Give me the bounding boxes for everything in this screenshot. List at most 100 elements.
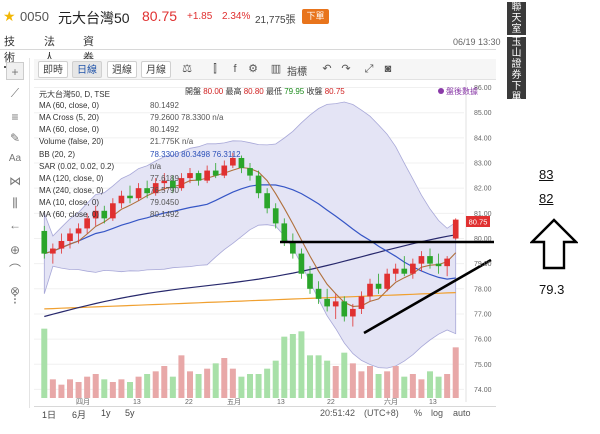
indicator-label: MA Cross (5, 20) bbox=[39, 113, 100, 123]
candle-body bbox=[341, 301, 348, 317]
chat-room-side-button[interactable]: 聯天室 bbox=[507, 2, 526, 35]
time-tick-label: 四月 bbox=[76, 398, 90, 406]
redo-icon[interactable]: ↷ bbox=[341, 63, 351, 75]
brush-icon[interactable]: ✎ bbox=[9, 131, 21, 145]
tab-margin[interactable]: 資券 bbox=[83, 36, 94, 64]
timezone[interactable]: (UTC+8) bbox=[364, 408, 399, 418]
broker-order-side-button[interactable]: 玉山證券下單 bbox=[507, 37, 526, 103]
volume-bar bbox=[444, 374, 451, 398]
indicator-label[interactable]: 指標 bbox=[287, 67, 307, 78]
log-scale-toggle[interactable]: log bbox=[431, 408, 444, 418]
compare-scale-icon[interactable]: ⚖ bbox=[182, 63, 192, 75]
candlesticks bbox=[41, 152, 459, 327]
interval-weekly-button[interactable]: 週線 bbox=[107, 61, 137, 78]
ruler-icon[interactable]: ⫼ bbox=[12, 196, 18, 210]
volume-bar bbox=[195, 374, 202, 398]
chat-room-label: 聯天室 bbox=[511, 2, 522, 35]
more-tools-icon[interactable]: ⁝ bbox=[12, 291, 18, 307]
tab-institutional[interactable]: 法人 bbox=[44, 36, 55, 64]
volume-bar bbox=[178, 355, 185, 398]
volume-bar bbox=[401, 376, 408, 398]
lock-icon[interactable]: ⊗ bbox=[9, 284, 21, 298]
volume-bar bbox=[418, 379, 425, 398]
indicator-row[interactable]: MA (240, close, 0) 76.5790 bbox=[39, 186, 179, 195]
candle-body bbox=[92, 210, 99, 219]
zoom-icon[interactable]: ⊕ bbox=[9, 243, 21, 257]
candle-body bbox=[290, 241, 296, 254]
candle-body bbox=[367, 283, 373, 297]
candle-body bbox=[410, 263, 416, 274]
after-hours-data-toggle[interactable]: 盤後數據 bbox=[438, 86, 478, 97]
indicator-row[interactable]: MA Cross (5, 20) 79.2600 78.3300 n/a bbox=[39, 113, 223, 123]
indicator-row[interactable]: Volume (false, 20) 21.775K n/a bbox=[39, 137, 193, 146]
percent-scale-toggle[interactable]: % bbox=[414, 408, 423, 418]
undo-icon[interactable]: ↶ bbox=[322, 63, 332, 75]
candle-body bbox=[221, 165, 228, 176]
time-tick-label: 13 bbox=[429, 399, 437, 406]
favorite-star-icon[interactable]: ★ bbox=[3, 8, 16, 24]
arrow-left-icon[interactable]: ← bbox=[9, 218, 21, 232]
support-trendline bbox=[363, 258, 492, 335]
price-tick-label: 84.00 bbox=[474, 135, 492, 142]
after-hours-dot-icon bbox=[438, 88, 444, 94]
candle-body bbox=[178, 178, 185, 189]
candle-body bbox=[204, 170, 210, 181]
volume-bar bbox=[409, 374, 416, 398]
interval-monthly-button[interactable]: 月線 bbox=[141, 61, 171, 78]
candle-body bbox=[101, 210, 108, 219]
stock-price: 80.75 bbox=[142, 8, 178, 24]
magnet-icon[interactable]: ⌒ bbox=[8, 263, 21, 277]
time-tick-label: 六月 bbox=[384, 397, 398, 406]
text-icon[interactable]: Aa bbox=[8, 153, 22, 164]
volume-bar bbox=[307, 355, 313, 398]
crosshair-icon[interactable]: + bbox=[6, 62, 24, 80]
indicator-row[interactable]: SAR (0.02, 0.02, 0.2) n/a bbox=[39, 162, 161, 171]
range-1y-button[interactable]: 1y bbox=[101, 408, 111, 418]
range-6m-button[interactable]: 6月 bbox=[72, 410, 87, 420]
indicator-row[interactable]: MA (60, close, 0) 80.1492 bbox=[39, 101, 179, 110]
annotation-target-lower: 82 bbox=[539, 191, 554, 206]
price-tick-label: 76.00 bbox=[474, 337, 492, 344]
candle-body bbox=[75, 228, 82, 234]
ma-120-line bbox=[44, 234, 456, 318]
range-5y-button[interactable]: 5y bbox=[125, 408, 135, 418]
price-change-percent: 2.34% bbox=[222, 11, 251, 22]
volume-bar bbox=[92, 374, 99, 398]
indicator-chart-icon[interactable]: ▥ bbox=[270, 63, 282, 75]
indicator-row[interactable]: MA (60, close, 0) 80.1492 bbox=[39, 125, 179, 134]
candle-body bbox=[195, 173, 202, 181]
interval-daily-button[interactable]: 日線 bbox=[72, 61, 102, 78]
indicator-value: 77.6189 bbox=[150, 173, 179, 183]
horizontal-line-icon[interactable]: ≡ bbox=[11, 110, 19, 124]
trend-line-icon[interactable]: ⟋ bbox=[10, 86, 20, 100]
high-value: 80.80 bbox=[243, 87, 264, 96]
interval-realtime-button[interactable]: 即時 bbox=[38, 61, 68, 78]
price-chart[interactable]: 86.00 85.00 84.00 83.00 82.00 81.00 80.00 79.00… bbox=[34, 80, 496, 406]
indicator-value: 80.1492 bbox=[150, 210, 179, 219]
candle-body bbox=[41, 230, 48, 254]
indicator-row[interactable]: MA (10, close, 0) 79.0450 bbox=[39, 198, 179, 207]
volume-bar bbox=[49, 379, 56, 398]
fullscreen-icon[interactable]: ⤢ bbox=[364, 63, 374, 75]
indicator-row[interactable]: BB (20, 2) 78.3300 80.3498 76.3112 bbox=[39, 150, 241, 159]
auto-scale-toggle[interactable]: auto bbox=[453, 408, 471, 418]
indicator-row[interactable]: 元大台灣50, D, TSE bbox=[39, 89, 110, 100]
tabs-divider bbox=[0, 49, 496, 50]
range-1d-button[interactable]: 1日 bbox=[42, 410, 57, 420]
clock: 20:51:42 bbox=[320, 408, 356, 418]
candle-type-icon[interactable]: ⫿ bbox=[213, 63, 217, 75]
volume-bar bbox=[109, 382, 116, 398]
candle-body bbox=[418, 256, 425, 264]
indicator-row[interactable]: MA (60, close, 0) 80.1492 bbox=[39, 210, 179, 219]
settings-icon[interactable]: ⚙ bbox=[248, 63, 258, 75]
volume-bar bbox=[281, 336, 288, 398]
camera-icon[interactable]: ◙ bbox=[384, 63, 392, 75]
open-value: 80.00 bbox=[203, 87, 224, 96]
price-tick-label: 77.00 bbox=[474, 311, 492, 318]
indicator-row[interactable]: MA (120, close, 0) 77.6189 bbox=[39, 174, 179, 183]
low-label: 最低 bbox=[266, 87, 282, 96]
indicator-icon[interactable]: f bbox=[233, 63, 237, 75]
order-button[interactable]: 下單 bbox=[302, 9, 329, 24]
pattern-icon[interactable]: ⋈ bbox=[9, 174, 21, 188]
candle-body bbox=[170, 180, 176, 189]
